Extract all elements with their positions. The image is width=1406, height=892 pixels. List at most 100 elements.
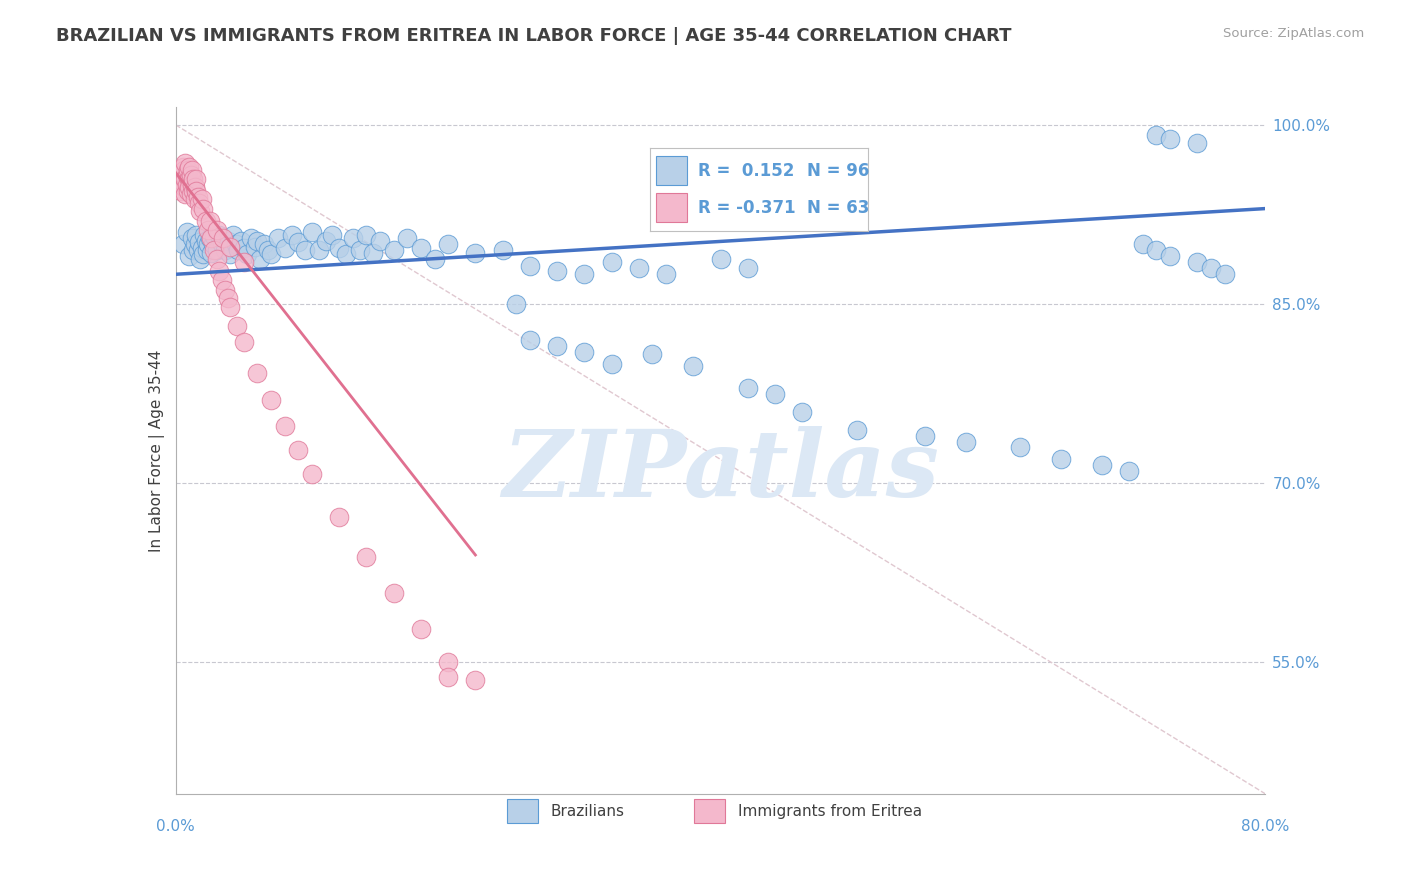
Point (201, 237, 224, 252)
Point (219, 240, 242, 254)
Point (845, 423, 868, 437)
FancyBboxPatch shape (695, 798, 725, 823)
FancyBboxPatch shape (657, 193, 686, 222)
Point (200, 231, 222, 245)
Point (183, 184, 205, 198)
Point (321, 227, 343, 242)
Point (763, 386, 786, 401)
Point (174, 156, 197, 170)
Point (212, 231, 235, 245)
Point (226, 318, 249, 333)
Point (1199, 261, 1222, 276)
Point (239, 231, 262, 245)
Point (437, 237, 460, 252)
Point (423, 252, 446, 266)
Point (183, 244, 205, 258)
Point (574, 345, 596, 359)
Point (505, 297, 527, 311)
Point (335, 247, 357, 261)
Text: N = 96: N = 96 (807, 161, 869, 179)
Point (198, 213, 221, 227)
Point (225, 237, 247, 252)
Point (198, 231, 221, 245)
Point (464, 245, 486, 260)
Point (197, 237, 219, 252)
Y-axis label: In Labor Force | Age 35-44: In Labor Force | Age 35-44 (149, 350, 165, 551)
Point (627, 261, 650, 276)
Point (187, 195, 209, 210)
Point (409, 622, 432, 636)
Point (170, 166, 193, 180)
Point (246, 234, 269, 248)
Point (492, 244, 515, 258)
Point (205, 223, 228, 237)
Text: R = -0.371: R = -0.371 (697, 199, 796, 217)
Point (176, 226, 198, 240)
Point (409, 241, 432, 255)
Point (180, 168, 202, 182)
Point (173, 180, 195, 194)
Point (246, 367, 269, 381)
Point (195, 244, 218, 258)
Text: Brazilians: Brazilians (551, 804, 624, 819)
Text: N = 63: N = 63 (807, 199, 869, 217)
Point (1144, 244, 1167, 258)
Point (197, 223, 219, 237)
Point (301, 226, 323, 240)
Point (280, 227, 302, 242)
Point (174, 171, 197, 186)
Point (193, 227, 215, 242)
Point (177, 184, 200, 198)
Point (315, 234, 337, 248)
Point (232, 255, 254, 269)
Text: Immigrants from Eritrea: Immigrants from Eritrea (738, 804, 922, 819)
Point (1187, 255, 1209, 269)
Point (294, 244, 316, 258)
Point (176, 168, 198, 182)
Point (219, 300, 242, 314)
Point (287, 235, 309, 249)
Point (356, 227, 378, 242)
Point (180, 187, 202, 202)
Point (172, 168, 194, 182)
Point (186, 227, 208, 242)
Point (169, 171, 191, 186)
Point (172, 237, 194, 252)
Point (737, 261, 759, 276)
Point (253, 237, 276, 252)
Point (167, 178, 190, 192)
Point (274, 241, 297, 255)
Point (211, 273, 233, 287)
Point (217, 234, 239, 248)
Point (1010, 441, 1032, 455)
Point (181, 231, 204, 245)
Point (194, 234, 217, 248)
Point (1159, 249, 1181, 263)
Point (176, 178, 198, 192)
Point (546, 263, 568, 277)
Point (287, 442, 309, 457)
Point (1144, 128, 1167, 142)
Point (737, 381, 759, 395)
Point (1050, 452, 1073, 467)
Point (208, 263, 231, 277)
Point (202, 229, 225, 244)
Point (641, 347, 664, 361)
Point (301, 467, 323, 481)
Point (274, 419, 297, 434)
Point (249, 252, 271, 266)
Text: Source: ZipAtlas.com: Source: ZipAtlas.com (1223, 27, 1364, 40)
FancyBboxPatch shape (508, 798, 537, 823)
Point (1091, 458, 1114, 473)
Point (382, 244, 405, 258)
Point (1213, 267, 1236, 281)
Point (1132, 237, 1154, 252)
Point (173, 163, 195, 178)
Point (437, 670, 460, 684)
Point (186, 184, 208, 198)
Point (710, 252, 733, 266)
Point (222, 227, 245, 242)
Point (368, 234, 391, 248)
Point (600, 357, 623, 371)
Point (183, 171, 205, 186)
